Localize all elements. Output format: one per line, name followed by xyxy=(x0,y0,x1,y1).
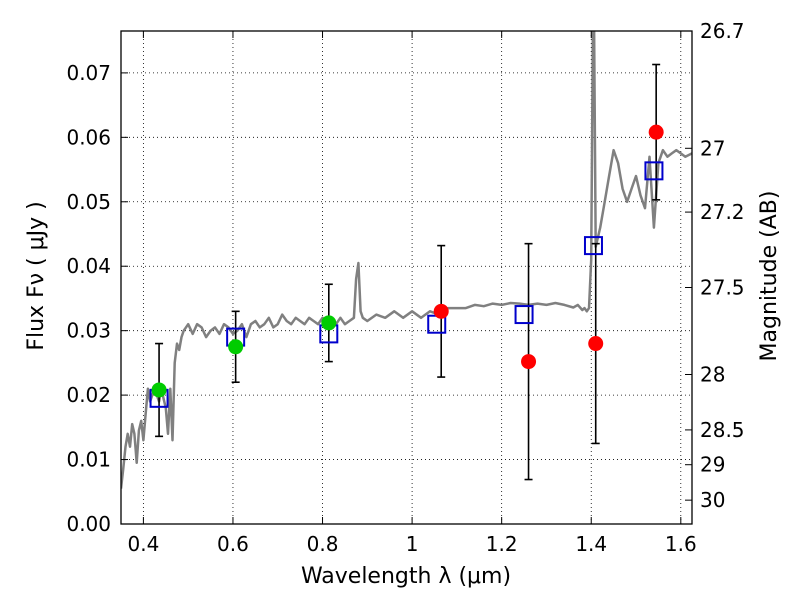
x-tick-label: 0.4 xyxy=(127,532,159,556)
right-tick-label: 28 xyxy=(700,362,725,386)
observed-red-point xyxy=(648,124,664,140)
y-tick-label: 0.02 xyxy=(66,383,111,407)
grid xyxy=(121,31,692,525)
right-tick-label: 27.2 xyxy=(700,200,745,224)
y-tick-label: 0.06 xyxy=(66,125,111,149)
observed-red-point xyxy=(521,354,537,370)
observed-red-point xyxy=(433,303,449,319)
model-square-marker xyxy=(583,236,603,256)
observed-red-point xyxy=(588,336,604,352)
right-tick-label: 27.5 xyxy=(700,275,745,299)
error-bars xyxy=(155,63,661,481)
right-tick-label: 27 xyxy=(700,136,725,160)
observed-green-point xyxy=(151,382,167,398)
spectrum-line xyxy=(121,31,692,489)
x-tick-label: 0.8 xyxy=(307,532,339,556)
y-tick-label: 0.04 xyxy=(66,254,111,278)
plot-frame xyxy=(120,30,693,525)
model-spectrum xyxy=(121,31,692,489)
observed-green-point xyxy=(228,339,244,355)
tick-labels: 0.4 0.6 0.8 1 1.2 1.4 1.6 0.00 0.01 0.02 0.03 0.04 0… xyxy=(66,19,744,556)
y-axis-label: Flux Fν ( μJy ) xyxy=(24,201,49,350)
y-tick-label: 0.05 xyxy=(66,190,111,214)
y-tick-label: 0.01 xyxy=(66,448,111,472)
y-tick-label: 0.07 xyxy=(66,61,111,85)
axes xyxy=(120,30,693,525)
model-square-marker xyxy=(514,305,534,325)
x-tick-label: 0.6 xyxy=(217,532,249,556)
x-axis-label: Wavelength λ (μm) xyxy=(301,564,511,589)
right-axis-label: Magnitude (AB) xyxy=(757,191,782,362)
right-tick-label: 26.7 xyxy=(700,19,745,43)
data-markers xyxy=(149,124,664,408)
x-tick-label: 1.2 xyxy=(486,532,518,556)
x-tick-label: 1 xyxy=(406,532,419,556)
x-tick-label: 1.4 xyxy=(575,532,607,556)
model-square-marker xyxy=(644,161,664,181)
right-tick-label: 30 xyxy=(700,488,725,512)
y-tick-label: 0.03 xyxy=(66,319,111,343)
observed-green-point xyxy=(321,315,337,331)
x-tick-label: 1.6 xyxy=(665,532,697,556)
right-tick-label: 28.5 xyxy=(700,418,745,442)
right-tick-label: 29 xyxy=(700,453,725,477)
y-tick-label: 0.00 xyxy=(66,512,111,536)
